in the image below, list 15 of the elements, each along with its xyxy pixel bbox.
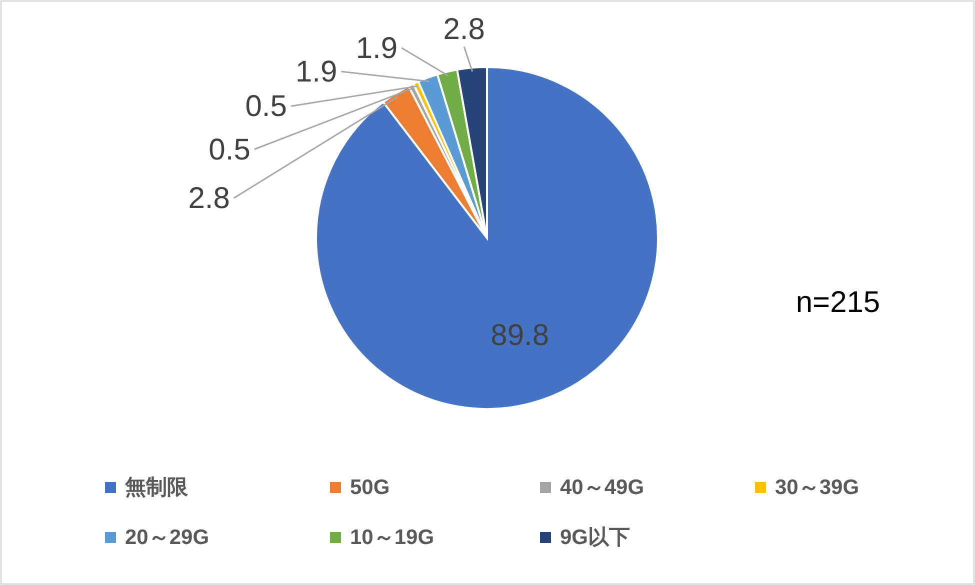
legend-label: 無制限 xyxy=(124,476,189,499)
data-label: 1.9 xyxy=(295,56,338,89)
data-label: 0.5 xyxy=(245,90,287,124)
legend-label: 20～29G xyxy=(125,526,210,549)
legend-label: 50G xyxy=(350,476,390,499)
text: n=215 xyxy=(796,286,880,319)
data-label: 1.9 xyxy=(356,32,398,65)
legend-label: 30～39G xyxy=(775,476,860,499)
data-label: 0.5 xyxy=(208,133,250,166)
data-label: 2.8 xyxy=(443,12,485,46)
data-label: 2.8 xyxy=(188,182,230,216)
legend-label: 10～19G xyxy=(350,526,434,549)
legend-label: 40～49G xyxy=(560,476,644,499)
data-label: 89.8 xyxy=(490,319,550,352)
legend-label: 9G以下 xyxy=(560,526,630,549)
